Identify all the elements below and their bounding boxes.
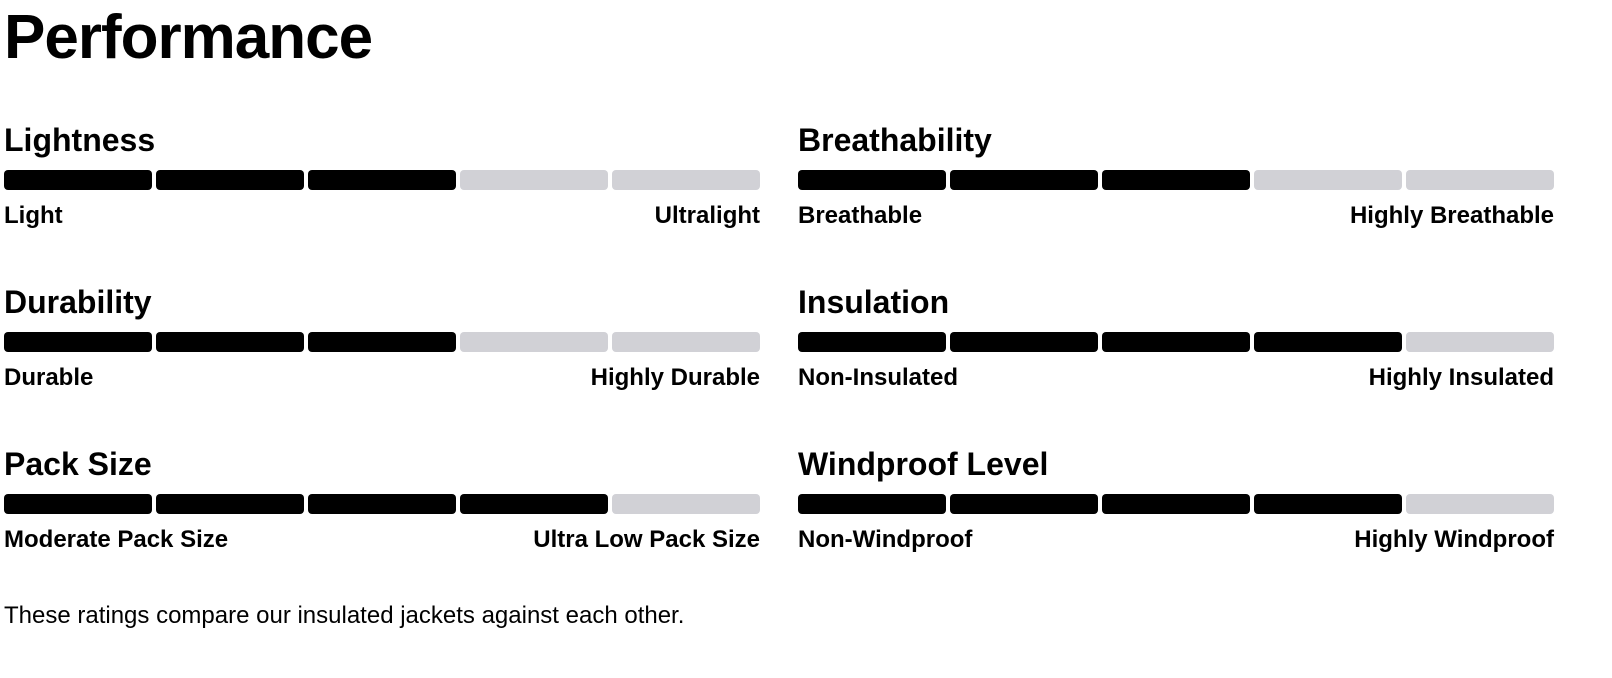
rating-segment: [1406, 332, 1554, 352]
low-label: Non-Insulated: [798, 364, 958, 391]
rating-segment: [612, 170, 760, 190]
rating-name: Windproof Level: [798, 446, 1049, 482]
rating-segment: [950, 494, 1098, 514]
rating-bar: [4, 494, 760, 514]
high-label: Ultralight: [654, 202, 760, 229]
low-label: Light: [4, 202, 63, 229]
rating-segment: [1254, 332, 1402, 352]
rating: Pack Size Moderate Pack Size Ultra Low Pac…: [4, 444, 760, 564]
rating-segment: [1102, 332, 1250, 352]
rating-segment: [156, 170, 304, 190]
rating-segment: [308, 494, 456, 514]
rating-segment: [1102, 170, 1250, 190]
low-label: Non-Windproof: [798, 526, 973, 553]
rating-bar: [4, 170, 760, 190]
rating-name: Lightness: [4, 122, 156, 158]
rating-segment: [1406, 170, 1554, 190]
rating-name: Durability: [4, 284, 152, 320]
high-label: Highly Durable: [590, 364, 760, 391]
rating-segment: [798, 494, 946, 514]
rating-segment: [4, 494, 152, 514]
rating: Windproof Level Non-Windproof Highly Windp…: [798, 444, 1554, 564]
rating-segment: [460, 332, 608, 352]
rating-segment: [1406, 494, 1554, 514]
high-label: Highly Insulated: [1368, 364, 1554, 391]
rating-segment: [1102, 494, 1250, 514]
rating: Insulation Non-Insulated Highly Insulated: [798, 282, 1554, 402]
rating-bar: [798, 170, 1554, 190]
rating-name: Insulation: [798, 284, 950, 320]
rating-segment: [798, 170, 946, 190]
rating-name: Breathability: [798, 122, 992, 158]
rating-segment: [1254, 494, 1402, 514]
rating-segment: [4, 332, 152, 352]
rating-bar: [798, 494, 1554, 514]
rating-segment: [612, 332, 760, 352]
rating-segment: [950, 170, 1098, 190]
high-label: Highly Breathable: [1349, 202, 1554, 229]
rating-segment: [308, 332, 456, 352]
rating-segment: [460, 494, 608, 514]
low-label: Breathable: [798, 202, 923, 229]
rating-segment: [798, 332, 946, 352]
title: Performance: [4, 3, 373, 72]
rating-bar: [4, 332, 760, 352]
rating-segment: [1254, 170, 1402, 190]
high-label: Ultra Low Pack Size: [533, 526, 760, 553]
rating-segment: [460, 170, 608, 190]
rating-segment: [950, 332, 1098, 352]
low-label: Durable: [4, 364, 94, 391]
rating-segment: [612, 494, 760, 514]
rating-name: Pack Size: [4, 446, 152, 482]
rating: Lightness Light Ultralight: [4, 120, 760, 240]
rating-segment: [156, 332, 304, 352]
high-label: Highly Windproof: [1354, 526, 1554, 553]
low-label: Moderate Pack Size: [4, 526, 229, 553]
rating-bar: [798, 332, 1554, 352]
rating-segment: [156, 494, 304, 514]
rating-segment: [4, 170, 152, 190]
rating: Durability Durable Highly Durable: [4, 282, 760, 402]
note: These ratings compare our insulated jack…: [4, 602, 685, 629]
rating: Breathability Breathable Highly Breathable: [798, 120, 1554, 240]
rating-segment: [308, 170, 456, 190]
